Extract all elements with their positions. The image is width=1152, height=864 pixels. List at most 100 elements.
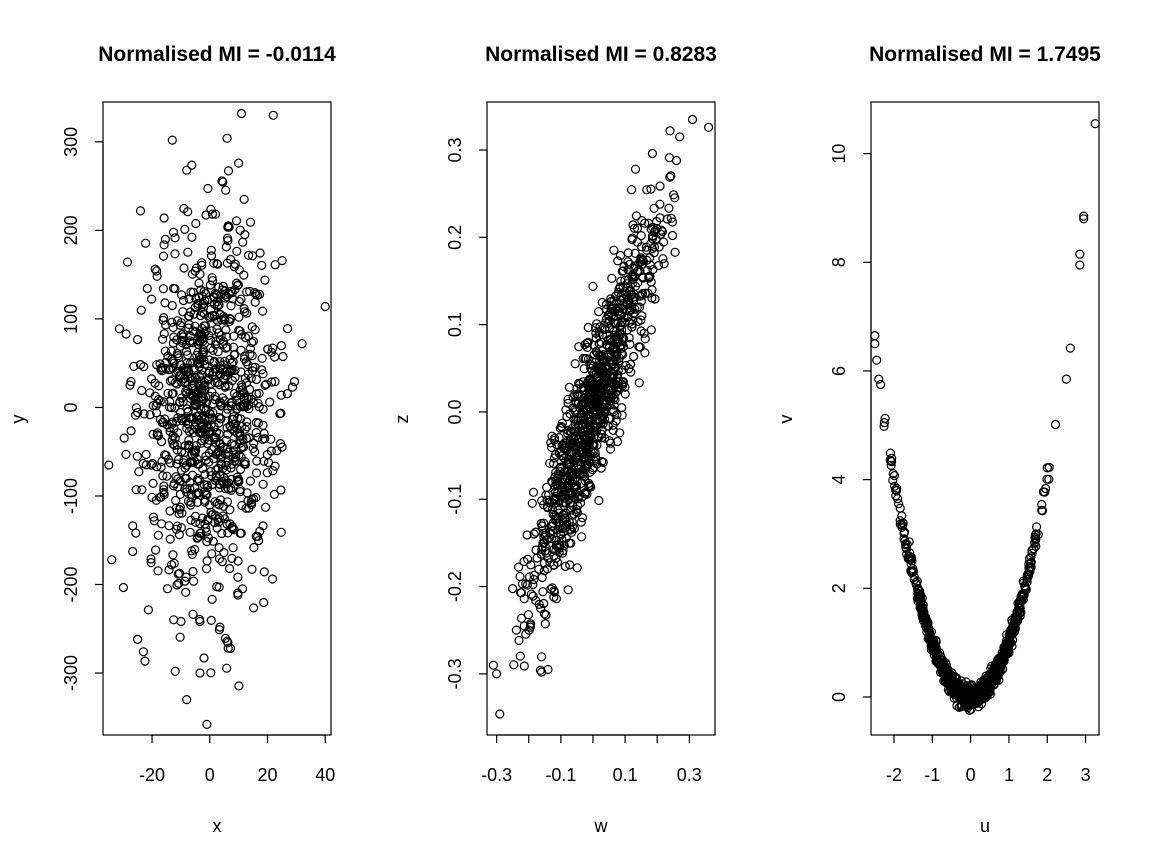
data-point xyxy=(991,665,1002,675)
panel-2: Normalised MI = 0.8283 w z -0.3 -0.1 0.1 0.… xyxy=(392,43,717,836)
data-point xyxy=(588,408,599,418)
data-point xyxy=(159,397,169,407)
data-point xyxy=(236,528,246,538)
data-point xyxy=(209,292,219,302)
data-point xyxy=(197,513,207,523)
data-point xyxy=(633,266,643,276)
data-point xyxy=(605,336,615,346)
data-point xyxy=(566,505,576,515)
data-point xyxy=(137,485,147,495)
data-point xyxy=(621,360,631,371)
data-point xyxy=(554,518,564,529)
data-point xyxy=(627,322,637,332)
data-point xyxy=(516,588,526,598)
data-point xyxy=(1009,618,1019,628)
data-point xyxy=(235,225,245,235)
data-point xyxy=(249,603,259,613)
data-point xyxy=(202,719,212,730)
data-point xyxy=(198,350,208,360)
data-point xyxy=(234,476,244,487)
data-point xyxy=(615,250,626,261)
data-point xyxy=(209,422,219,432)
data-point xyxy=(176,616,186,627)
data-point xyxy=(153,530,163,540)
data-point xyxy=(560,561,570,572)
data-point xyxy=(121,329,131,339)
data-point xyxy=(620,275,630,285)
data-point xyxy=(580,354,590,364)
panel-1-title: Normalised MI = -0.0114 xyxy=(98,43,336,66)
data-point xyxy=(568,492,579,502)
data-point xyxy=(532,553,542,563)
data-point xyxy=(155,396,165,406)
data-point xyxy=(900,536,910,546)
data-point xyxy=(534,599,544,610)
data-point xyxy=(521,629,531,639)
data-point xyxy=(582,342,592,352)
data-point xyxy=(627,233,637,243)
data-point xyxy=(629,292,639,302)
data-point xyxy=(959,697,969,708)
data-point xyxy=(875,379,886,390)
data-point xyxy=(566,439,576,449)
data-point xyxy=(126,426,136,436)
data-point xyxy=(167,419,177,429)
data-point xyxy=(164,565,174,575)
data-point xyxy=(634,302,645,312)
data-point xyxy=(609,296,619,306)
data-point xyxy=(509,660,519,670)
data-point xyxy=(528,579,538,590)
data-point xyxy=(187,546,197,556)
data-point xyxy=(254,535,264,546)
data-point xyxy=(202,536,212,547)
data-point xyxy=(194,278,204,288)
data-point xyxy=(916,603,926,614)
data-point xyxy=(927,637,937,647)
data-point xyxy=(634,378,644,388)
data-point xyxy=(175,476,185,486)
data-point xyxy=(581,444,591,454)
data-point xyxy=(239,270,249,280)
panel-2-x-tick-label: 0.1 xyxy=(613,765,638,785)
data-point xyxy=(540,619,550,629)
data-point xyxy=(207,209,217,219)
data-point xyxy=(997,650,1007,661)
data-point xyxy=(145,388,155,398)
data-point xyxy=(584,376,595,386)
panel-3-x-tick-label: 0 xyxy=(966,765,976,785)
data-point xyxy=(615,282,625,292)
data-point xyxy=(217,176,227,186)
data-point xyxy=(227,459,237,469)
data-point xyxy=(229,262,239,272)
data-point xyxy=(639,328,649,338)
data-point xyxy=(907,556,917,566)
data-point xyxy=(233,556,243,566)
data-point xyxy=(167,356,178,366)
data-point xyxy=(147,374,157,384)
panel-1-x-tick-label: 40 xyxy=(315,765,335,785)
data-point xyxy=(221,332,232,342)
data-point xyxy=(191,327,201,337)
data-point xyxy=(156,437,167,447)
data-point xyxy=(255,248,265,258)
data-point xyxy=(899,527,910,537)
data-point xyxy=(167,135,177,145)
data-point xyxy=(206,668,216,678)
data-point xyxy=(241,378,251,388)
data-point xyxy=(225,367,235,377)
data-point xyxy=(537,544,547,555)
data-point xyxy=(592,459,602,469)
data-point xyxy=(224,316,235,327)
data-point xyxy=(580,340,590,350)
data-point xyxy=(565,475,575,485)
data-point xyxy=(220,381,230,391)
panel-2-y-tick-label: -0.2 xyxy=(445,571,465,602)
data-point xyxy=(171,524,181,534)
data-point xyxy=(275,409,285,419)
data-point xyxy=(176,377,186,387)
data-point xyxy=(223,447,233,457)
data-point xyxy=(151,545,161,555)
data-point xyxy=(528,591,538,601)
data-point xyxy=(135,206,146,216)
data-point xyxy=(226,463,236,473)
